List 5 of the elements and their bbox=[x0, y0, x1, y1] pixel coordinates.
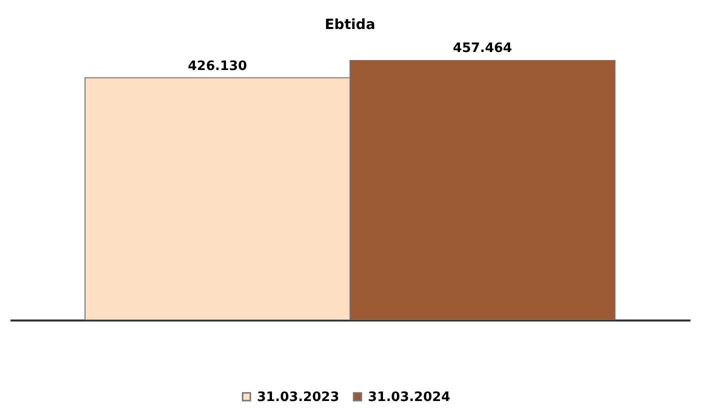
chart-title: Ebtida bbox=[324, 17, 376, 33]
legend-label: 31.03.2024 bbox=[368, 390, 450, 405]
data-label: 457.464 bbox=[452, 41, 512, 56]
data-label: 426.130 bbox=[188, 58, 248, 74]
legend-label: 31.03.2023 bbox=[257, 390, 340, 405]
